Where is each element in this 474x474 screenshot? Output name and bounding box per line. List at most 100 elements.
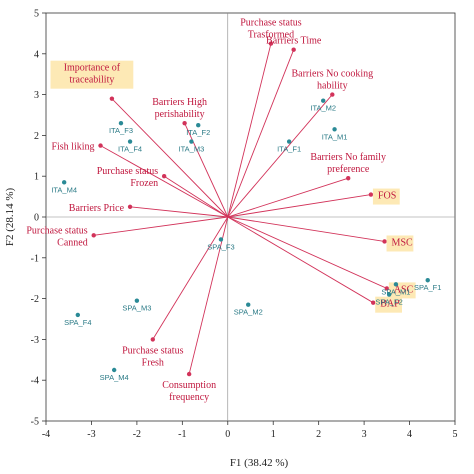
variable-vector	[163, 175, 229, 218]
variable-label: Purchase status	[26, 225, 87, 236]
variable-label: Barriers Time	[266, 36, 322, 47]
variable-label: BAP	[380, 299, 400, 310]
y-tick-label: -5	[31, 417, 39, 428]
variable-vector	[227, 177, 349, 218]
variable-vector	[93, 216, 228, 236]
variable-point	[186, 371, 192, 377]
observation-point	[118, 120, 124, 126]
variable-point	[371, 300, 376, 305]
variable-label: Fish liking	[51, 142, 94, 153]
variable-label: Consumption	[162, 380, 216, 391]
observation-label: ITA_M4	[51, 185, 77, 194]
variable-point	[91, 233, 96, 238]
variable-vector	[188, 216, 229, 375]
observation-label: ITA_M1	[322, 132, 348, 141]
variable-label: Barriers High	[152, 97, 207, 108]
y-tick-label: 1	[34, 172, 39, 183]
observation-label: SPA_M4	[100, 373, 129, 382]
label-highlight	[375, 296, 402, 313]
observation-point	[246, 302, 251, 307]
variable-label: Frozen	[130, 178, 158, 189]
x-tick-label: -2	[133, 429, 141, 440]
observation-point	[332, 127, 337, 132]
observation-label: SPA_M1	[381, 287, 410, 296]
variable-vector	[227, 216, 374, 304]
y-tick-label: -4	[31, 376, 39, 387]
variable-vector	[227, 216, 385, 242]
variable-vector	[152, 216, 229, 340]
observation-point	[134, 298, 140, 303]
variable-point	[384, 286, 390, 291]
y-tick-label: 4	[34, 49, 39, 60]
observation-label: SPA_M3	[122, 304, 151, 313]
observation-point	[111, 367, 117, 373]
observation-label: ITA_F1	[277, 145, 301, 154]
variable-vector	[227, 49, 295, 218]
observation-label: SPA_F3	[207, 242, 234, 251]
variable-vector	[100, 145, 228, 218]
x-tick-label: 1	[271, 429, 276, 440]
variable-vector	[184, 122, 229, 218]
observation-point	[75, 312, 81, 318]
observation-label: ITA_F2	[186, 128, 210, 137]
y-tick-label: 5	[34, 9, 39, 20]
observation-point	[386, 292, 392, 297]
variable-point	[161, 174, 167, 179]
variable-vector	[227, 216, 388, 289]
variable-label: ASC	[394, 284, 414, 295]
variable-label: Purchase status	[240, 18, 301, 29]
label-highlight	[372, 188, 400, 205]
variable-label: Fresh	[142, 357, 164, 368]
variable-vector	[227, 194, 371, 218]
variable-label: frequency	[169, 392, 209, 403]
variable-label: Canned	[57, 237, 88, 248]
observations: ITA_M2 ITA_M1 ITA_F1 ITA_F3 ITA_F4 ITA_F2 ITA_…	[51, 98, 441, 382]
variable-point	[330, 92, 335, 97]
variable-point	[291, 47, 296, 52]
observation-point	[393, 282, 399, 287]
x-tick-label: 4	[407, 429, 412, 440]
variable-label: Purchase status	[97, 166, 158, 177]
y-tick-label: 0	[34, 213, 39, 224]
y-tick-label: -1	[31, 253, 39, 264]
observation-point	[321, 98, 326, 103]
observation-point	[286, 139, 292, 144]
y-tick-label: -3	[31, 335, 39, 346]
y-tick-label: 3	[34, 90, 39, 101]
variable-point	[182, 120, 187, 126]
variable-label: perishability	[155, 109, 205, 120]
observation-label: ITA_M2	[310, 104, 336, 113]
variable-vector	[130, 206, 228, 218]
observation-point	[425, 278, 430, 283]
variable-label: Barriers Price	[69, 203, 125, 214]
x-tick-label: 2	[316, 429, 321, 440]
variable-point	[268, 41, 274, 46]
observation-label: ITA_F4	[118, 145, 142, 154]
y-tick-label: 2	[34, 131, 39, 142]
variable-vector	[111, 98, 229, 218]
label-highlight	[386, 235, 414, 252]
observation-label: SPA_M2	[234, 308, 263, 317]
x-tick-label: 0	[225, 429, 230, 440]
x-tick-label: -3	[87, 429, 95, 440]
variable-vector	[227, 94, 333, 218]
variable-point	[368, 192, 374, 197]
x-tick-label: 5	[453, 429, 458, 440]
observation-label: ITA_F3	[109, 126, 133, 135]
variable-label: MSC	[392, 237, 413, 248]
variable-label: traceability	[69, 75, 114, 86]
observation-label: SPA_F2	[375, 298, 402, 307]
x-tick-label: -1	[178, 429, 186, 440]
observation-point	[61, 180, 67, 185]
observation-point	[127, 139, 133, 144]
variable-label: FOS	[378, 191, 396, 202]
variable-point	[150, 337, 155, 342]
label-highlight	[50, 60, 134, 89]
y-axis-title: F2 (28.14 %)	[4, 187, 16, 246]
variable-point	[127, 204, 133, 209]
observation-point	[189, 139, 194, 144]
variable-label: preference	[327, 164, 370, 175]
